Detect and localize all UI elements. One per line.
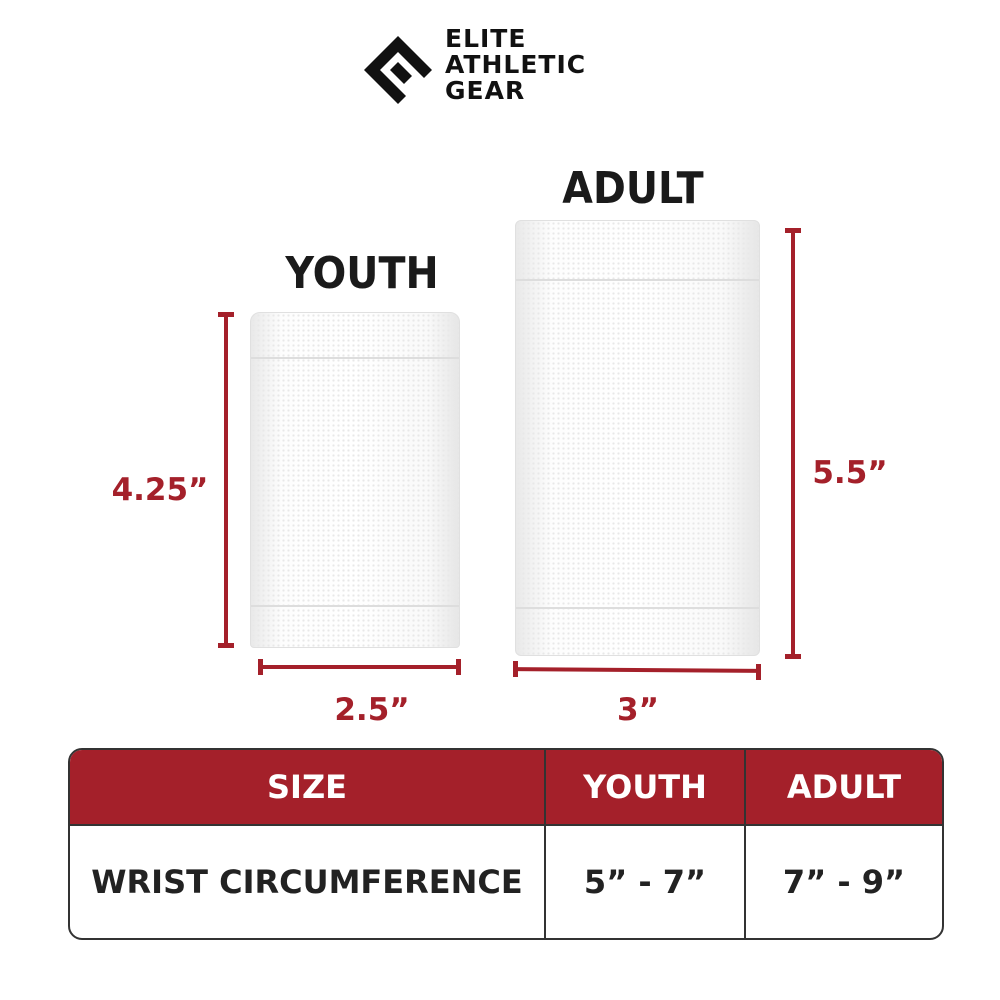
youth-height-line bbox=[224, 314, 228, 646]
adult-width-line bbox=[514, 667, 759, 673]
dimension-cap bbox=[785, 228, 801, 233]
brand-name: ELITE ATHLETIC GEAR bbox=[445, 26, 586, 104]
adult-height-label: 5.5” bbox=[812, 455, 888, 491]
size-chart-table: SIZE YOUTH ADULT WRIST CIRCUMFERENCE 5” … bbox=[68, 748, 944, 940]
youth-height-label: 4.25” bbox=[111, 472, 209, 508]
header-youth: YOUTH bbox=[544, 750, 744, 826]
brand-line: ATHLETIC bbox=[445, 50, 587, 79]
dimension-cap bbox=[513, 661, 518, 677]
youth-value: 5” - 7” bbox=[544, 826, 744, 938]
header-adult: ADULT bbox=[744, 750, 942, 826]
table-row: WRIST CIRCUMFERENCE 5” - 7” 7” - 9” bbox=[70, 826, 942, 938]
youth-title: YOUTH bbox=[285, 248, 439, 299]
youth-width-label: 2.5” bbox=[334, 692, 410, 728]
adult-width-label: 3” bbox=[617, 692, 659, 728]
dimension-cap bbox=[456, 659, 461, 675]
youth-sleeve-image bbox=[250, 312, 460, 648]
table-header-row: SIZE YOUTH ADULT bbox=[70, 750, 942, 826]
stylized-e-logo-icon bbox=[364, 36, 432, 104]
row-label: WRIST CIRCUMFERENCE bbox=[91, 863, 523, 901]
adult-sleeve-image bbox=[515, 220, 760, 656]
dimension-cap bbox=[218, 312, 234, 317]
header-size: SIZE bbox=[70, 750, 544, 826]
dimension-cap bbox=[218, 643, 234, 648]
dimension-cap bbox=[258, 659, 263, 675]
adult-height-line bbox=[791, 230, 795, 657]
brand-line: GEAR bbox=[445, 76, 526, 105]
adult-value: 7” - 9” bbox=[744, 826, 942, 938]
adult-title: ADULT bbox=[562, 163, 704, 214]
dimension-cap bbox=[785, 654, 801, 659]
dimension-cap bbox=[756, 664, 761, 680]
youth-width-line bbox=[260, 665, 458, 669]
brand-line: ELITE bbox=[445, 24, 527, 53]
